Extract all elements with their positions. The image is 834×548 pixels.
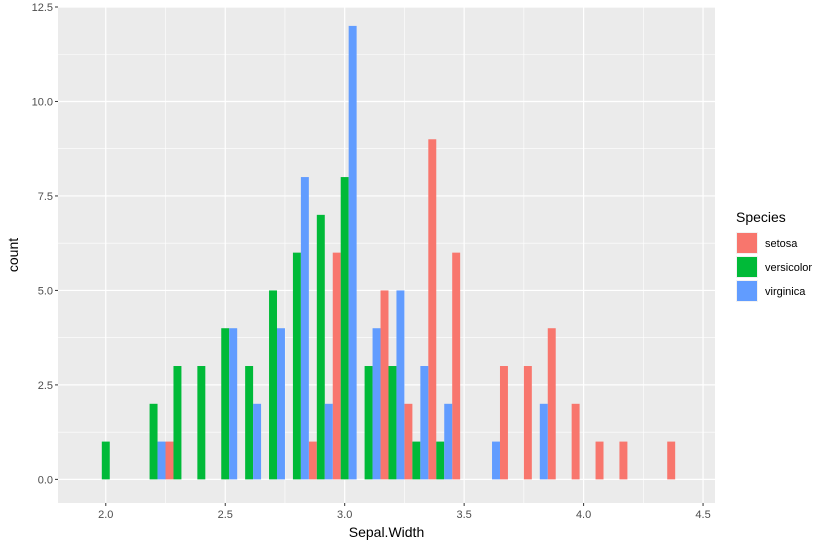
y-tick-label: 10.0 — [32, 96, 53, 108]
legend: Species setosa versicolor virginica — [736, 209, 812, 302]
x-tick-label: 2.5 — [218, 509, 233, 521]
x-tick-label: 4.0 — [576, 509, 591, 521]
bar-setosa-3.4 — [428, 139, 437, 480]
bar-virginica-2.6 — [253, 403, 262, 480]
bar-setosa-4.2 — [619, 441, 628, 480]
y-tick-label: 12.5 — [32, 2, 53, 14]
bar-setosa-3.3 — [404, 403, 413, 480]
bar-setosa-3.5 — [452, 252, 461, 480]
bar-versicolor-2.0 — [101, 441, 110, 480]
legend-label-versicolor: versicolor — [765, 262, 812, 274]
bar-versicolor-3.2 — [388, 366, 397, 480]
bar-virginica-2.9 — [324, 403, 333, 480]
x-tick-label: 3.5 — [456, 509, 471, 521]
bar-setosa-3.9 — [547, 328, 556, 480]
bar-versicolor-2.4 — [197, 366, 206, 480]
bar-virginica-2.2 — [157, 441, 166, 480]
y-tick-label: 0.0 — [38, 474, 53, 486]
legend-label-virginica: virginica — [765, 286, 806, 298]
x-axis-title: Sepal.Width — [349, 524, 424, 540]
bar-versicolor-2.2 — [149, 403, 158, 480]
bar-versicolor-2.9 — [316, 214, 325, 480]
legend-swatch-virginica — [737, 281, 757, 301]
bar-setosa-3.8 — [523, 366, 532, 480]
y-tick-label: 7.5 — [38, 191, 53, 203]
bar-setosa-3.7 — [499, 366, 508, 480]
major-gridlines — [58, 6, 715, 503]
bar-versicolor-2.8 — [292, 252, 301, 480]
x-tick-label: 2.0 — [98, 509, 113, 521]
bar-setosa-4.1 — [595, 441, 604, 480]
x-tick-label: 4.5 — [695, 509, 710, 521]
bar-virginica-2.8 — [300, 177, 309, 480]
bar-setosa-4.0 — [571, 403, 580, 480]
legend-label-setosa: setosa — [765, 238, 798, 250]
bar-setosa-2.3 — [165, 441, 174, 480]
bar-virginica-3.0 — [348, 25, 357, 480]
bar-virginica-3.8 — [539, 403, 548, 480]
bar-versicolor-2.7 — [269, 290, 277, 480]
bar-virginica-3.2 — [396, 290, 405, 480]
bar-virginica-2.5 — [229, 328, 238, 480]
bar-versicolor-3.4 — [436, 441, 445, 480]
y-axis: 0.0 2.5 5.0 7.5 10.0 12.5 — [32, 2, 58, 486]
bars-layer — [101, 25, 676, 480]
legend-swatch-setosa — [737, 233, 757, 253]
bar-versicolor-2.3 — [173, 366, 182, 480]
x-tick-label: 3.0 — [337, 509, 352, 521]
bar-virginica-3.6 — [492, 441, 500, 480]
bar-setosa-3.2 — [380, 290, 389, 480]
legend-title: Species — [736, 209, 786, 225]
bar-versicolor-2.5 — [221, 328, 230, 480]
bar-virginica-3.3 — [420, 366, 429, 480]
bar-setosa-4.4 — [667, 441, 676, 480]
x-axis: 2.0 2.5 3.0 3.5 4.0 4.5 — [98, 503, 711, 521]
y-axis-title: count — [5, 238, 21, 272]
bar-virginica-3.1 — [372, 328, 381, 480]
bar-virginica-2.7 — [277, 328, 285, 480]
y-tick-label: 5.0 — [38, 285, 53, 297]
bar-setosa-3.0 — [332, 252, 341, 480]
legend-swatch-versicolor — [737, 257, 757, 277]
bar-setosa-2.9 — [308, 441, 317, 480]
bar-versicolor-2.6 — [245, 366, 254, 480]
bar-versicolor-3.0 — [340, 177, 349, 480]
bar-versicolor-3.1 — [364, 366, 373, 480]
bar-versicolor-3.3 — [412, 441, 421, 480]
bar-virginica-3.4 — [444, 403, 453, 480]
y-tick-label: 2.5 — [38, 380, 53, 392]
